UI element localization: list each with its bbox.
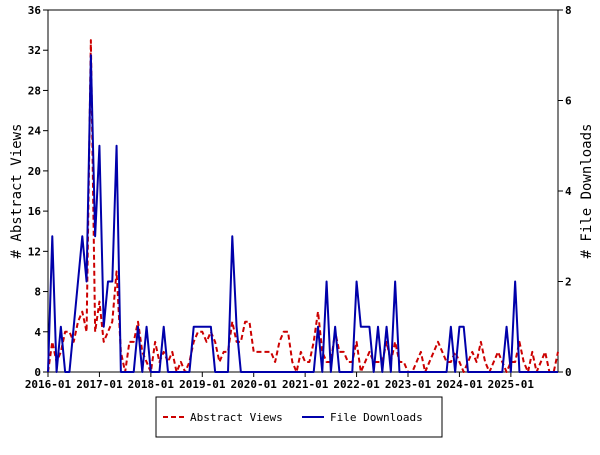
right-axis: 0 2 4 6 8 [558,4,572,379]
left-tick-label-24: 24 [28,125,42,138]
left-tick-label-16: 16 [28,205,42,218]
x-tick-label-2023-01: 2023-01 [385,378,432,391]
series-line-abstract-views [47,39,559,373]
right-tick-label-0: 0 [565,366,572,379]
x-tick-label-2025-01: 2025-01 [488,378,535,391]
left-axis: 0 4 8 12 16 20 24 28 32 36 [28,4,48,379]
left-tick-label-8: 8 [34,286,41,299]
left-tick-label-20: 20 [28,165,41,178]
legend-box [155,396,443,438]
x-tick-label-2019-01: 2019-01 [179,378,226,391]
left-axis-title: # Abstract Views [9,124,25,259]
right-tick-label-4: 4 [565,185,572,198]
left-tick-label-36: 36 [28,4,42,17]
right-tick-label-8: 8 [565,4,572,17]
x-tick-label-2018-01: 2018-01 [128,378,175,391]
left-tick-label-4: 4 [34,326,41,339]
right-tick-label-2: 2 [565,276,572,289]
x-tick-label-2021-01: 2021-01 [282,378,329,391]
x-axis: 2016-01 2017-01 2018-01 2019-01 2020-01 2021-… [25,372,535,391]
left-tick-label-32: 32 [28,44,41,57]
right-axis-title: # File Downloads [579,124,595,259]
series-line-file-downloads [47,54,558,373]
right-tick-label-6: 6 [565,95,572,108]
series-layer [47,39,559,373]
x-tick-label-2022-01: 2022-01 [333,378,380,391]
x-tick-label-2017-01: 2017-01 [76,378,123,391]
legend-label-file-downloads: File Downloads [330,411,423,424]
left-tick-label-28: 28 [28,84,41,97]
legend: Abstract Views File Downloads [155,396,443,438]
left-tick-label-0: 0 [34,366,41,379]
x-tick-label-2020-01: 2020-01 [231,378,278,391]
plot-area [47,9,559,373]
legend-label-abstract-views: Abstract Views [190,411,283,424]
left-tick-label-12: 12 [28,245,41,258]
x-tick-label-2024-01: 2024-01 [436,378,483,391]
x-tick-label-2016-01: 2016-01 [25,378,72,391]
